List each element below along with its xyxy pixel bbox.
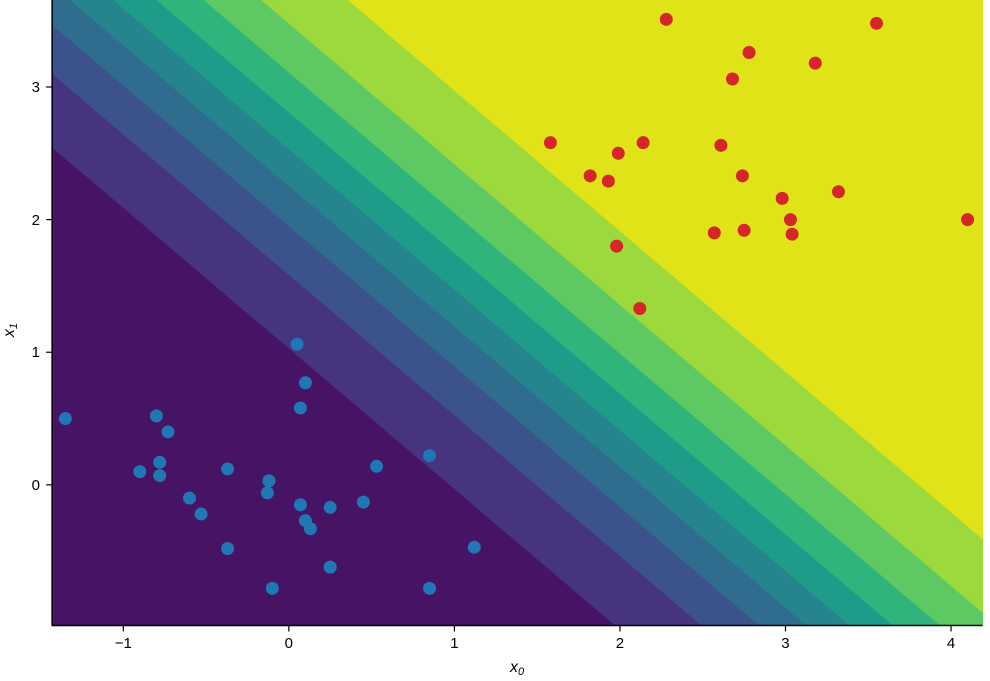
svg-text:0: 0 [32, 477, 40, 494]
svg-text:−1: −1 [115, 635, 132, 652]
svg-text:3: 3 [32, 79, 40, 96]
svg-text:3: 3 [781, 635, 789, 652]
svg-text:0: 0 [285, 635, 293, 652]
svg-text:4: 4 [947, 635, 955, 652]
svg-text:2: 2 [616, 635, 624, 652]
svg-text:2: 2 [32, 212, 40, 229]
svg-text:1: 1 [32, 344, 40, 361]
svg-text:x1: x1 [1, 323, 20, 338]
svg-text:x0: x0 [509, 659, 525, 678]
svg-text:1: 1 [450, 635, 458, 652]
